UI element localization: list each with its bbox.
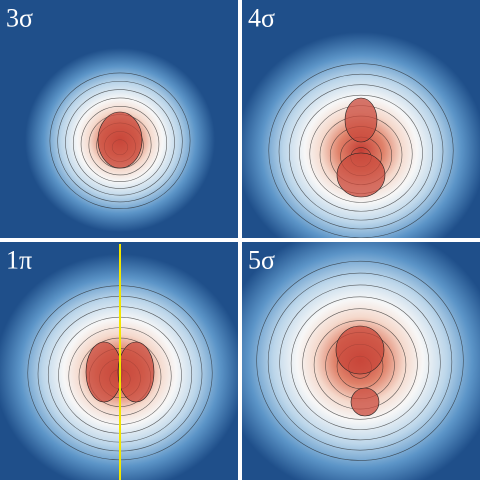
panel-label: 5σ	[248, 245, 275, 274]
contour	[80, 105, 160, 183]
panel	[242, 242, 480, 480]
density-core	[336, 152, 386, 198]
density-core	[335, 325, 385, 375]
panel	[242, 0, 480, 238]
density	[242, 32, 480, 238]
contour	[57, 80, 183, 203]
panel	[0, 242, 238, 480]
panel-label: 1π	[6, 245, 32, 274]
contour	[290, 296, 430, 430]
contour	[302, 308, 418, 420]
panel-label: 3σ	[6, 3, 33, 32]
contour	[72, 97, 168, 189]
contour	[49, 72, 191, 209]
panel-label: 4σ	[248, 3, 275, 32]
panel	[0, 0, 238, 238]
contour	[268, 63, 454, 238]
density-core	[344, 97, 378, 143]
contour	[279, 284, 441, 441]
contour	[256, 260, 464, 461]
contour	[299, 94, 423, 212]
density-core	[117, 341, 155, 403]
contour	[267, 272, 453, 451]
density-core	[350, 387, 380, 417]
contour	[65, 89, 175, 196]
density-core	[85, 341, 123, 403]
density-core	[97, 111, 143, 169]
contour	[288, 84, 434, 221]
contour	[278, 73, 444, 230]
